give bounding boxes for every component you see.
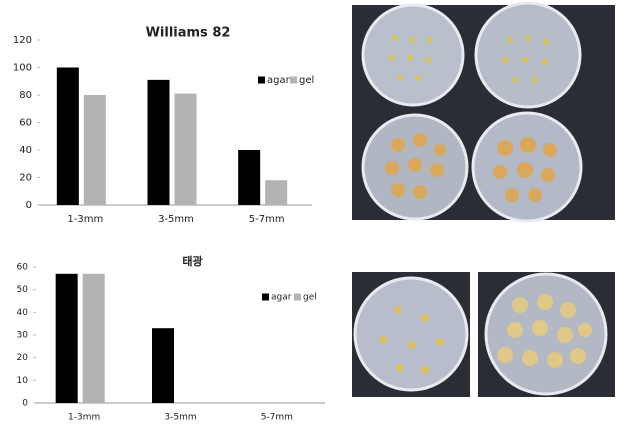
y-tick-label: 60 [17, 263, 29, 273]
explants [389, 35, 549, 83]
x-tick-label: 3-5mm [158, 214, 194, 225]
photo-group-bottom [352, 272, 615, 397]
y-tick-label: 20 [19, 173, 32, 184]
x-tick-label: 5-7mm [249, 214, 285, 225]
y-tick-label: 40 [19, 145, 32, 156]
dish [353, 276, 469, 392]
legend-swatch [262, 293, 269, 301]
chart-title: Williams 82 [146, 26, 231, 41]
legend-swatch [294, 293, 301, 301]
y-tick-label: 0 [26, 200, 32, 211]
explants [379, 306, 444, 374]
photo-group-top [352, 1, 615, 223]
bar [82, 273, 105, 403]
y-tick-label: 40 [17, 308, 29, 318]
bar [147, 79, 170, 205]
legend-swatch [258, 76, 265, 84]
y-tick-label: 120 [13, 35, 32, 46]
bar [174, 93, 197, 205]
bar [265, 180, 288, 205]
y-tick-label: 20 [17, 353, 29, 363]
x-tick-label: 5-7mm [261, 413, 293, 423]
chart-title: 태광 [182, 254, 202, 268]
y-tick-label: 60 [19, 118, 32, 129]
legend-swatch [290, 76, 297, 84]
bar [55, 273, 78, 403]
bar [152, 328, 174, 403]
legend-label: gel [299, 75, 314, 86]
x-tick-label: 3-5mm [164, 413, 196, 423]
dish [361, 3, 465, 107]
y-tick-label: 0 [22, 399, 28, 409]
y-tick-label: 50 [17, 285, 29, 295]
calli [385, 133, 557, 202]
x-tick-label: 1-3mm [67, 214, 103, 225]
y-tick-label: 10 [17, 376, 29, 386]
dish [474, 1, 582, 109]
calli [497, 294, 592, 368]
bar [83, 95, 106, 205]
y-tick-label: 30 [17, 331, 29, 341]
x-tick-label: 1-3mm [68, 413, 100, 423]
y-tick-label: 80 [19, 90, 32, 101]
legend-label: agar [271, 293, 292, 303]
y-tick-label: 100 [13, 63, 32, 74]
bar [56, 67, 79, 205]
legend-label: gel [303, 293, 317, 303]
legend-label: agar [267, 75, 291, 86]
bar [238, 150, 261, 205]
